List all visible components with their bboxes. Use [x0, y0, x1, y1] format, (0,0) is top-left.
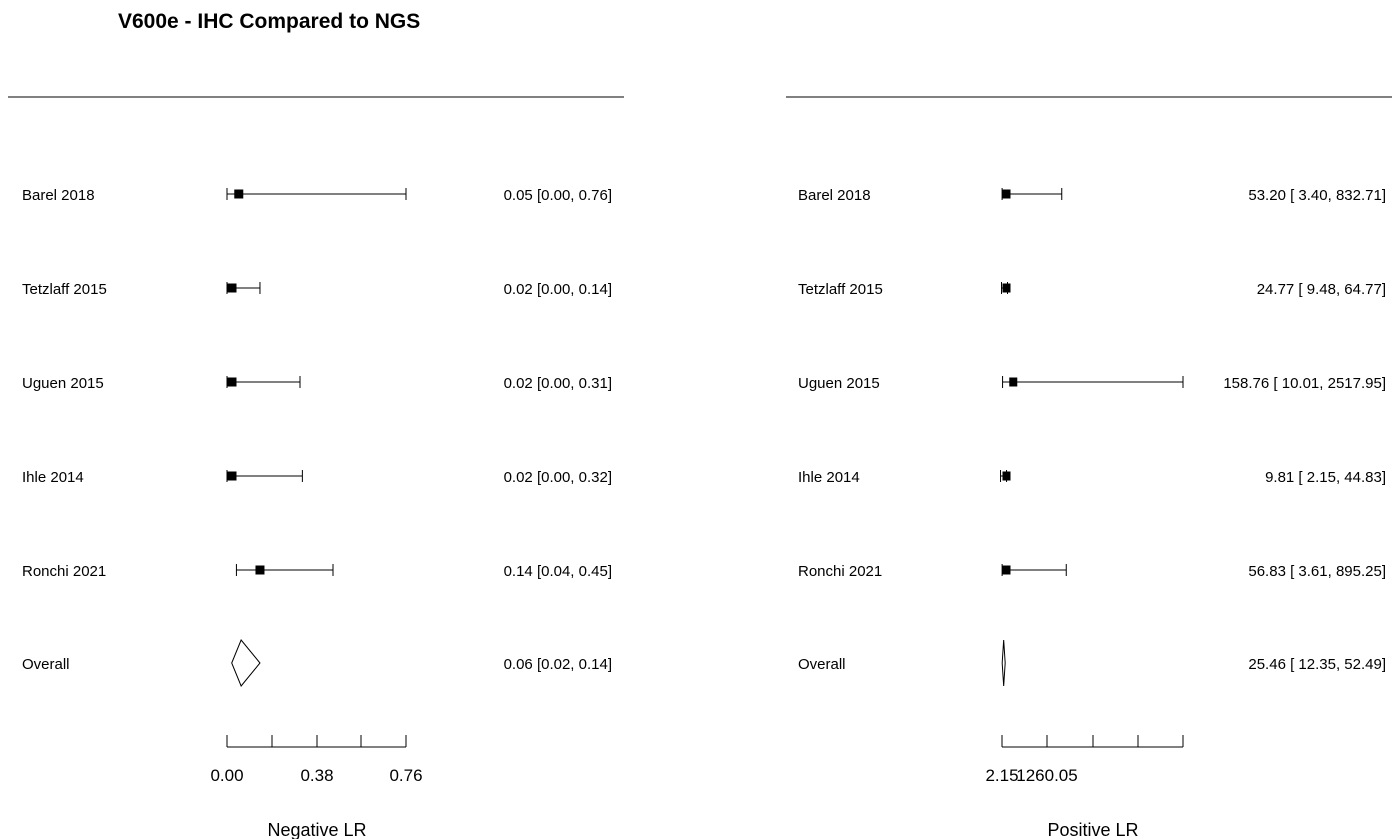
tick-label: 2.15 [985, 766, 1018, 785]
estimate-text: 158.76 [ 10.01, 2517.95] [1223, 375, 1386, 392]
point-estimate [1002, 565, 1011, 575]
study-label: Uguen 2015 [22, 375, 104, 392]
study-label: Barel 2018 [22, 187, 95, 204]
study-label: Ihle 2014 [22, 469, 84, 486]
x-axis-label: Negative LR [267, 820, 366, 839]
point-estimate [227, 471, 237, 481]
overall-label: Overall [798, 656, 846, 673]
overall-label: Overall [22, 656, 70, 673]
estimate-text: 9.81 [ 2.15, 44.83] [1265, 469, 1386, 486]
overall-diamond [231, 639, 261, 687]
study-label: Ronchi 2021 [798, 563, 882, 580]
tick-label: 1260.05 [1016, 766, 1077, 785]
point-estimate [255, 565, 265, 575]
point-estimate [1009, 377, 1018, 387]
study-label: Uguen 2015 [798, 375, 880, 392]
estimate-text: 0.02 [0.00, 0.14] [504, 281, 612, 298]
estimate-text: 56.83 [ 3.61, 895.25] [1248, 563, 1386, 580]
chart-title: V600e - IHC Compared to NGS [118, 10, 421, 33]
study-label: Tetzlaff 2015 [798, 281, 883, 298]
study-label: Barel 2018 [798, 187, 871, 204]
tick-label: 0.00 [210, 766, 243, 785]
point-estimate [1002, 189, 1011, 199]
estimate-text: 0.14 [0.04, 0.45] [504, 563, 612, 580]
estimate-text: 0.02 [0.00, 0.31] [504, 375, 612, 392]
study-label: Ihle 2014 [798, 469, 860, 486]
point-estimate [227, 283, 237, 293]
estimate-text: 24.77 [ 9.48, 64.77] [1257, 281, 1386, 298]
point-estimate [227, 377, 237, 387]
estimate-text: 0.05 [0.00, 0.76] [504, 187, 612, 204]
point-estimate [1002, 471, 1011, 481]
estimate-text: 53.20 [ 3.40, 832.71] [1248, 187, 1386, 204]
study-label: Ronchi 2021 [22, 563, 106, 580]
estimate-text: 0.02 [0.00, 0.32] [504, 469, 612, 486]
point-estimate [1002, 283, 1011, 293]
point-estimate [234, 189, 244, 199]
study-label: Tetzlaff 2015 [22, 281, 107, 298]
overall-diamond [1001, 639, 1006, 687]
tick-label: 0.76 [389, 766, 422, 785]
tick-label: 0.38 [300, 766, 333, 785]
overall-text: 0.06 [0.02, 0.14] [504, 656, 612, 673]
overall-text: 25.46 [ 12.35, 52.49] [1248, 656, 1386, 673]
x-axis-label: Positive LR [1047, 820, 1138, 839]
